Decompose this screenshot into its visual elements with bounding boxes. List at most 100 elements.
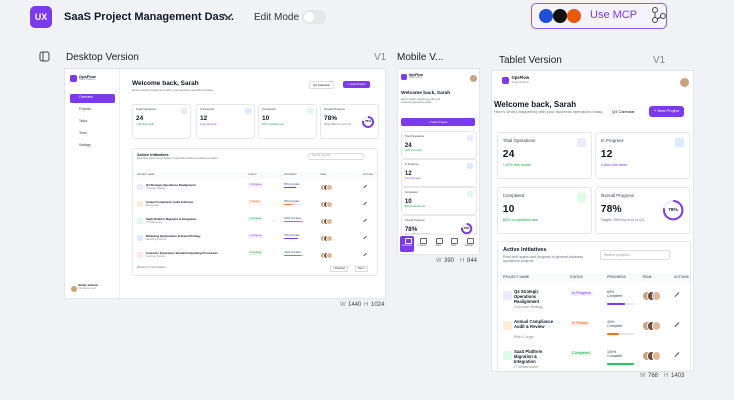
stat-card: Completed 10 83% completion rate — [497, 187, 592, 234]
stat-note: +12% this month — [136, 123, 154, 126]
stat-label: Total Operations — [404, 134, 425, 138]
column-header: ACTIONS — [674, 275, 689, 279]
nav-item[interactable]: Team — [450, 245, 457, 247]
avatar — [651, 291, 662, 301]
stat-value: 24 — [136, 115, 144, 122]
stat-icon — [467, 134, 474, 141]
edit-action[interactable] — [674, 352, 680, 358]
edit-action[interactable] — [363, 218, 367, 223]
row-name: Annual Compliance Audit & Review — [146, 199, 194, 204]
stat-icon — [245, 108, 251, 114]
progress-ring — [662, 200, 684, 221]
new-project-button[interactable]: + New Project — [401, 118, 475, 126]
progress-label: 45% Complete — [607, 320, 623, 329]
edit-action[interactable] — [674, 292, 680, 298]
height-value: 1024 — [371, 302, 385, 308]
progress-label: 75% Complete — [284, 233, 300, 237]
calendar-button[interactable]: Q4 Calendar — [309, 81, 335, 90]
stat-value: 24 — [502, 149, 515, 160]
stat-note: 83% completion rate — [404, 206, 426, 209]
edit-action[interactable] — [363, 252, 367, 257]
nav-item[interactable]: Tasks — [435, 245, 441, 247]
edit-mode-label: Edit Mode — [254, 12, 300, 23]
stat-value: 10 — [502, 204, 515, 215]
row-name: SaaS Platform Migration & Integration — [146, 216, 197, 221]
nav-item[interactable]: Projects — [79, 106, 91, 111]
column-header: PROJECT NAME — [137, 174, 155, 176]
status-badge: In Progress — [570, 291, 593, 296]
row-icon — [137, 201, 143, 207]
nav-item[interactable]: Settings — [464, 245, 474, 247]
calendar-button[interactable]: Q4 Calendar — [612, 108, 635, 114]
table-head-bg — [498, 273, 690, 283]
row-sub: Risk & Legal — [146, 204, 159, 207]
edit-action[interactable] — [363, 235, 367, 240]
search[interactable]: Search projects... — [308, 153, 364, 160]
next-button[interactable]: Next > — [355, 266, 369, 272]
stat-label: Overall Progress — [600, 192, 635, 198]
new-project-button[interactable]: + New Project — [649, 106, 685, 117]
nav-icon — [435, 238, 443, 244]
panel-icon[interactable] — [39, 51, 50, 62]
avatar — [679, 77, 690, 88]
height-label: H — [364, 302, 369, 308]
stat-value: 78% — [600, 204, 622, 215]
stat-value: 12 — [600, 149, 613, 160]
nav-item[interactable]: Settings — [79, 142, 91, 147]
edit-mode-toggle[interactable] — [302, 10, 326, 24]
search[interactable]: Search projects... — [600, 250, 670, 261]
nav-item[interactable]: Overview — [79, 94, 93, 99]
welcome: Welcome back, Sarah — [132, 80, 199, 87]
row-sub: Risk & Legal — [514, 335, 534, 339]
sidebar — [65, 69, 120, 298]
stat-label: Completed — [404, 190, 418, 194]
column-header: ACTIONS — [363, 174, 373, 176]
mcp-button[interactable]: Use MCP — [531, 3, 667, 29]
desktop-frame: OpsFlow SaaS Platform Overview Projects Task… — [64, 68, 386, 299]
stat-icon — [576, 137, 587, 148]
progress-bar — [284, 187, 296, 189]
nav-item[interactable]: Team — [79, 130, 88, 135]
progress-label: 65% Complete — [284, 182, 300, 186]
edit-action[interactable] — [674, 322, 680, 328]
stat-card: In Progress 12 4 due this week — [401, 159, 477, 187]
prev-button[interactable]: < Previous — [330, 266, 348, 272]
status-badge: Completed — [248, 217, 263, 222]
progress-label: 45% Complete — [284, 199, 300, 203]
edit-action[interactable] — [363, 184, 367, 189]
stat-icon — [467, 190, 474, 197]
nav-item[interactable]: Overview — [402, 245, 412, 247]
edit-action[interactable] — [363, 201, 367, 206]
stat-icon — [576, 192, 587, 203]
nav-item[interactable]: Tasks — [79, 118, 88, 123]
stat-card: Completed 10 83% completion rate — [258, 104, 317, 139]
stat-note: 4 due this week — [404, 178, 421, 181]
progress-track — [607, 333, 634, 335]
ring-label: 78% — [463, 226, 470, 231]
stat-value: 78% — [324, 115, 338, 122]
mcp-icons — [539, 9, 581, 23]
new-project-button[interactable]: + New Project — [343, 81, 370, 89]
stat-value: 10 — [404, 197, 412, 205]
project-title[interactable]: SaaS Project Management Das... — [64, 11, 234, 23]
progress-label: 100% Complete — [284, 250, 302, 254]
progress-label: 65% Complete — [607, 290, 623, 299]
brand-name: OpsFlow — [511, 75, 530, 81]
stat-label: Overall Progress — [404, 218, 425, 222]
chevron[interactable] — [223, 12, 233, 20]
stat-value: 78% — [404, 225, 418, 233]
brand-sub: SaaS Platform — [79, 78, 96, 81]
width-value: 768 — [648, 373, 659, 379]
nav-item[interactable]: Projects — [418, 245, 427, 247]
status-badge: Completed — [570, 351, 592, 356]
frame-label: Mobile V... — [397, 52, 444, 63]
stat-note: Target: 85% by end of Q4 — [600, 218, 645, 223]
width-label: W — [340, 302, 346, 308]
row-name: Q4 Strategic Operations Realignment — [146, 182, 196, 187]
row-icon — [137, 218, 143, 224]
brand-icon — [70, 75, 77, 82]
initiatives-card: Active Initiatives Real-time status and p… — [132, 148, 378, 276]
progress-bar — [607, 333, 620, 335]
flow-icon[interactable] — [651, 7, 667, 23]
row-name: Annual Compliance Audit & Review — [514, 319, 554, 330]
